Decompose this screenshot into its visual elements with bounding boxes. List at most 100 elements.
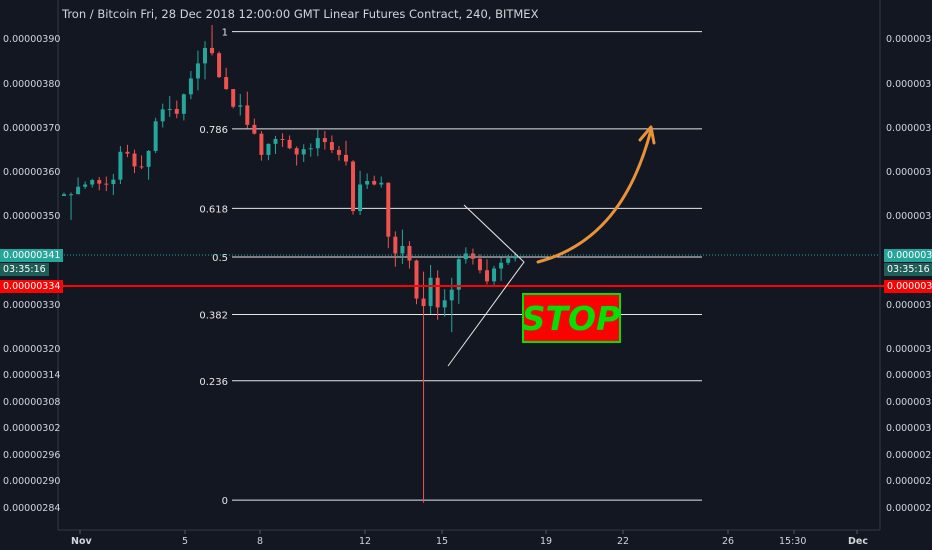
candle [90, 178, 95, 188]
left-price-label-10: 0.00000296 [3, 449, 61, 461]
candle-body [470, 253, 475, 259]
candle [386, 182, 391, 249]
left-price-label-1: 0.00000380 [3, 78, 61, 90]
candle-body [224, 77, 229, 90]
projection-arrow-head [638, 125, 656, 145]
candle [506, 254, 511, 265]
stop-box[interactable] [522, 293, 621, 343]
time-label-1: 5 [182, 536, 189, 547]
candle [280, 133, 285, 147]
candle-body [195, 63, 200, 79]
fib-label-0.786: 0.786 [199, 125, 228, 136]
candle-body [111, 179, 116, 185]
triangle-pattern[interactable] [447, 204, 525, 367]
candle [379, 176, 384, 188]
left-stop-price-tag: 0.00000334 [0, 280, 64, 293]
candle [259, 131, 264, 161]
candle-body [322, 138, 327, 143]
candle [456, 255, 461, 304]
candle-body [76, 186, 81, 195]
time-label-0: Nov [71, 536, 92, 547]
fib-label-0.236: 0.236 [199, 377, 228, 388]
candle [273, 135, 278, 155]
chart-title: Tron / Bitcoin Fri, 28 Dec 2018 12:00:00… [62, 7, 539, 21]
candle [132, 149, 137, 174]
candle-body [146, 150, 151, 167]
candle [210, 24, 215, 56]
candle-body [308, 148, 313, 150]
candle-body [365, 180, 370, 185]
candle [188, 70, 193, 100]
candle-body [62, 194, 66, 197]
candle-body [499, 262, 504, 269]
candle-body [456, 259, 461, 290]
candle-body [414, 260, 419, 299]
candle-body [393, 236, 398, 254]
candle [118, 146, 123, 185]
candle [231, 89, 236, 109]
candle-body [351, 161, 356, 212]
fib-label-0.5: 0.5 [212, 253, 228, 264]
candle-body [344, 154, 348, 162]
candle-body [167, 108, 172, 110]
stop-label: STOP [522, 299, 621, 338]
fib-label-0: 0 [222, 496, 228, 507]
time-label-3: 12 [359, 536, 372, 547]
candle [181, 93, 186, 121]
time-label-2: 8 [257, 536, 264, 547]
candle [400, 229, 405, 265]
candle-body [287, 139, 292, 149]
candle-body [273, 138, 278, 144]
time-label-7: 26 [722, 536, 735, 547]
candle [492, 265, 497, 285]
candle [414, 259, 419, 305]
right-stop-price-tag: 0.00000334 [884, 280, 932, 293]
left-countdown-tag: 03:35:16 [0, 263, 49, 276]
candle [301, 144, 306, 162]
projection-arrow[interactable] [536, 128, 653, 264]
candle [238, 93, 243, 116]
candle-body [132, 153, 137, 167]
candle-body [97, 180, 102, 184]
candle-body [139, 166, 144, 168]
candle-body [266, 143, 271, 155]
candle-body [428, 277, 433, 307]
time-label-6: 22 [617, 536, 630, 547]
candle [62, 192, 66, 197]
candle [195, 50, 200, 91]
candle-body [188, 78, 193, 95]
left-price-label-9: 0.00000302 [3, 423, 61, 435]
candle [344, 140, 348, 166]
fib-label-0.382: 0.382 [199, 310, 228, 321]
candle [252, 118, 257, 135]
candle [393, 231, 398, 267]
candle [421, 271, 426, 503]
right-price-label-4: 0.00000350 [886, 211, 932, 223]
right-price-label-7: 0.00000314 [886, 370, 932, 382]
fib-label-0.618: 0.618 [199, 204, 228, 215]
candle [146, 150, 151, 180]
right-price-label-6: 0.00000320 [886, 343, 932, 355]
candle-body [125, 151, 130, 154]
left-price-label-5: 0.00000330 [3, 299, 61, 311]
candle [266, 143, 271, 161]
candle-body [153, 121, 158, 151]
candle-body [329, 142, 334, 151]
candle-body [104, 183, 109, 185]
time-label-8: 15:30 [779, 536, 807, 547]
candle-body [386, 182, 391, 237]
left-price-label-3: 0.00000360 [3, 167, 61, 179]
candle [365, 173, 370, 189]
candle-body [118, 151, 123, 180]
time-label-9: Dec [848, 536, 868, 547]
candle-body [259, 133, 264, 155]
candle [217, 51, 222, 78]
candle [104, 176, 109, 192]
candle-body [217, 53, 222, 78]
candle-body [421, 298, 426, 307]
candle [287, 135, 292, 150]
candle [308, 143, 313, 157]
drawings[interactable]: STOP [0, 125, 932, 367]
left-price-label-12: 0.00000284 [3, 502, 61, 514]
